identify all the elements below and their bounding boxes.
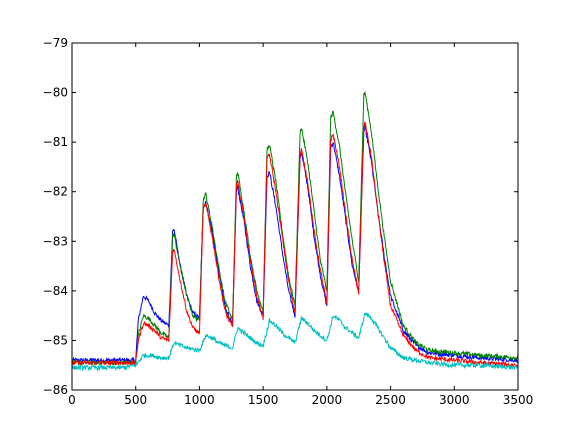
y-tick-label: −81	[43, 135, 68, 149]
plot-frame	[71, 42, 519, 391]
x-tick-label: 2500	[375, 393, 406, 407]
y-tick-label: −85	[43, 333, 68, 347]
x-tick-label: 3000	[439, 393, 470, 407]
x-tick-label: 1500	[248, 393, 279, 407]
x-tick-label: 1000	[184, 393, 215, 407]
x-tick-label: 3500	[503, 393, 534, 407]
y-tick-label: −84	[43, 284, 68, 298]
y-tick-label: −83	[43, 234, 68, 248]
x-tick-label: 2000	[312, 393, 343, 407]
tick-layer: 0 500 1000 1500 2000 2500 3000 3500 −86 −85 −84 −83…	[43, 36, 534, 407]
y-tick-label: −79	[43, 36, 68, 50]
series-line-4	[71, 312, 519, 372]
series-layer	[71, 91, 519, 372]
series-line-2	[71, 91, 519, 367]
series-line-3	[71, 121, 519, 369]
x-tick-label: 0	[68, 393, 76, 407]
x-tick-label: 500	[124, 393, 147, 407]
y-tick-label: −82	[43, 185, 68, 199]
y-tick-label: −80	[43, 86, 68, 100]
y-tick-label: −86	[43, 383, 68, 397]
